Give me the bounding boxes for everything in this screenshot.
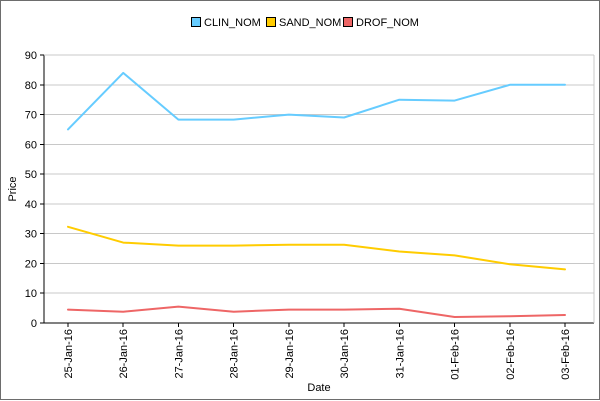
y-tick-label: 20: [25, 258, 37, 270]
gridlines: [40, 54, 594, 324]
y-tick-label: 90: [25, 50, 37, 62]
legend-swatch: [343, 17, 353, 27]
legend-label: DROF_NOM: [356, 17, 419, 29]
x-tick-label: 30-Jan-16: [339, 329, 351, 379]
y-tick-label: 10: [25, 288, 37, 300]
y-tick-labels: 0 10 20 30 40 50 60 70 80 90: [25, 50, 37, 330]
legend: CLIN_NOM SAND_NOM DROF_NOM: [191, 17, 419, 29]
axes: [43, 54, 595, 324]
y-tick-label: 50: [25, 169, 37, 181]
y-tick-label: 0: [31, 318, 37, 330]
y-axis-title: Price: [7, 176, 19, 201]
x-tick-label: 03-Feb-16: [560, 329, 572, 380]
x-axis-title: Date: [307, 382, 330, 394]
x-tick-label: 27-Jan-16: [173, 329, 185, 379]
series-line-sand-nom: [67, 225, 566, 271]
x-tick-label: 29-Jan-16: [284, 329, 296, 379]
y-tick-label: 40: [25, 199, 37, 211]
y-tick-label: 70: [25, 110, 37, 122]
x-tick-label: 28-Jan-16: [229, 329, 241, 379]
legend-label: CLIN_NOM: [204, 17, 261, 29]
y-tick-label: 60: [25, 139, 37, 151]
y-tick-label: 80: [25, 80, 37, 92]
series-line-drof-nom: [67, 305, 566, 318]
legend-swatch: [191, 17, 201, 27]
series-line-clin-nom: [67, 71, 566, 131]
x-tick-labels: 25-Jan-16 26-Jan-16 27-Jan-16 28-Jan-16 29-J…: [63, 323, 572, 380]
x-tick-label: 02-Feb-16: [505, 329, 517, 380]
x-tick-label: 26-Jan-16: [118, 329, 130, 379]
x-tick-label: 25-Jan-16: [63, 329, 75, 379]
legend-swatch: [266, 17, 276, 27]
legend-label: SAND_NOM: [279, 17, 341, 29]
series-lines: [67, 71, 566, 318]
y-tick-label: 30: [25, 229, 37, 241]
x-tick-label: 01-Feb-16: [450, 329, 462, 380]
x-tick-label: 31-Jan-16: [394, 329, 406, 379]
